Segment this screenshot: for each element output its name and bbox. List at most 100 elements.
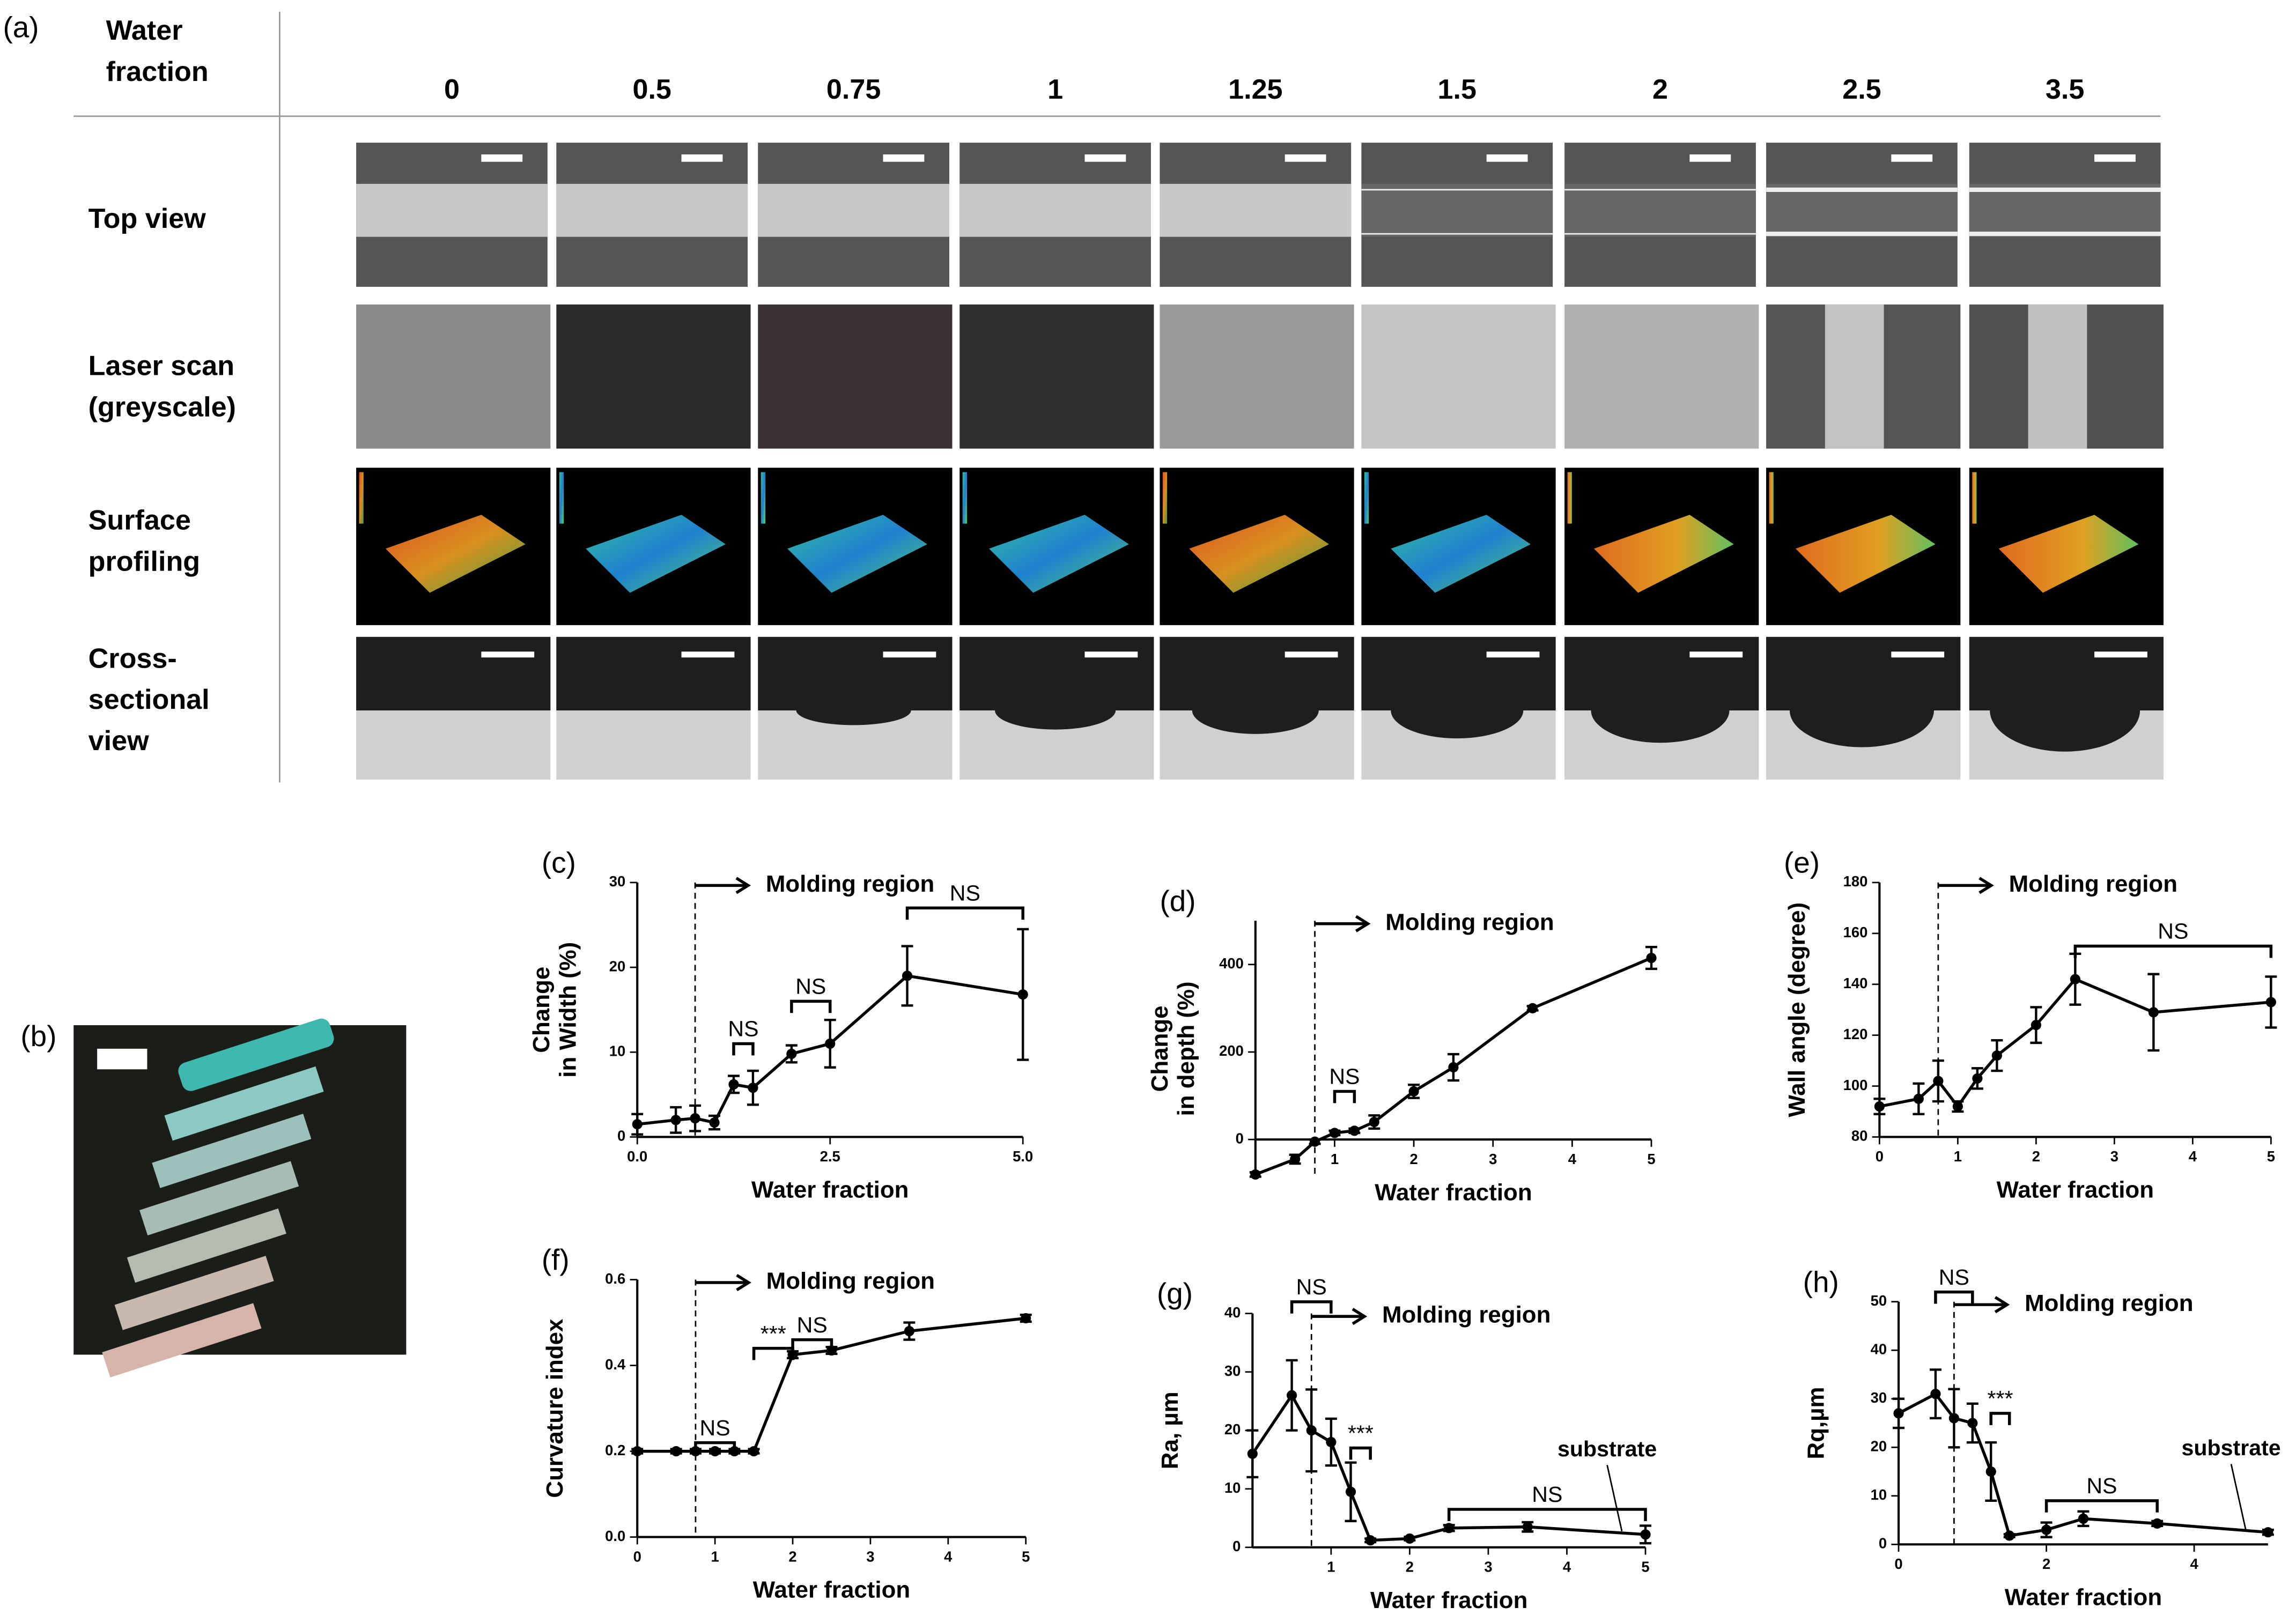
y-tick-label: 0.6: [605, 1270, 625, 1287]
data-point: [2263, 1527, 2273, 1538]
data-point: [1444, 1523, 1455, 1533]
data-point: [2148, 1007, 2159, 1018]
header: fraction: [106, 56, 209, 87]
data-point: [1933, 1076, 1944, 1086]
region-arrow: [695, 877, 751, 894]
x-tick-label: 5: [1022, 1548, 1030, 1565]
scale-bar: [681, 651, 735, 658]
data-point: [632, 1119, 643, 1130]
photo: [73, 1018, 407, 1377]
data-line: [1251, 1392, 1646, 1542]
surface-plot: [586, 515, 726, 593]
significance-label: NS: [700, 1416, 730, 1440]
scale-bar: [1689, 651, 1743, 658]
panel-label: (b): [20, 1019, 56, 1053]
x-tick-label: 0: [1894, 1555, 1902, 1572]
surface-plot: [385, 515, 526, 593]
image-band: [356, 183, 548, 237]
x-tick-label: 3: [866, 1548, 874, 1565]
significance-label: NS: [728, 1017, 758, 1041]
region-label: Molding region: [1382, 1302, 1551, 1328]
y-tick-label: 400: [1219, 955, 1244, 972]
y-tick-label: 0.2: [605, 1442, 625, 1458]
data-point: [825, 1038, 836, 1049]
data-point: [902, 971, 913, 981]
significance-bracket: [1349, 1446, 1372, 1460]
y-tick-label: 140: [1843, 975, 1868, 991]
groove: [995, 691, 1116, 730]
groove: [1990, 669, 2140, 752]
image: [959, 304, 1154, 449]
micrograph-column: [556, 143, 751, 780]
panel-label: (c): [542, 846, 576, 879]
column-header: 2.5: [1842, 74, 1881, 105]
significance-label: NS: [1532, 1482, 1562, 1507]
surface-plot: [1189, 515, 1330, 593]
x-tick-label: 5: [2267, 1148, 2275, 1165]
groove: [1391, 682, 1524, 739]
data-point: [786, 1048, 797, 1060]
y-axis-label: Wall angle (degree): [1784, 902, 1810, 1117]
chart: 0 10 20 30 40 1 2 3 4 5 Water fraction Ra, µm (g) Mol…: [1157, 1275, 1657, 1613]
micrograph-column: [356, 143, 551, 780]
x-tick-label: 3: [2110, 1148, 2118, 1165]
image-band: [1825, 304, 1884, 449]
data-point: [1290, 1154, 1301, 1165]
data-point: [826, 1345, 837, 1356]
scale-bar: [1891, 651, 1945, 658]
data-point: [1017, 989, 1028, 1000]
y-tick-label: 40: [1224, 1304, 1241, 1321]
x-tick-label: 3: [1484, 1558, 1492, 1575]
image: [356, 304, 551, 449]
y-axis-label: Change: [528, 967, 555, 1053]
x-tick-label: 4: [944, 1548, 953, 1565]
data-point: [1948, 1413, 1959, 1424]
significance-label: NS: [1939, 1265, 1969, 1290]
image-band: [2028, 304, 2087, 449]
data-point: [2152, 1518, 2162, 1529]
panel-label: (d): [1160, 884, 1195, 917]
data-line: [637, 1316, 1027, 1453]
region-arrow: [1938, 877, 1994, 894]
row-label: view: [88, 725, 149, 757]
y-tick-label: 0: [617, 1128, 625, 1144]
data-point: [729, 1446, 740, 1457]
significance-bracket: [1333, 1090, 1356, 1103]
image-band: [1564, 183, 1756, 237]
chart: 0 10 20 30 0.0 2.5 5.0 Water fraction Change in W…: [528, 846, 1033, 1203]
scale-bar: [1891, 154, 1933, 162]
significance-label: ***: [1348, 1421, 1374, 1446]
data-point: [1967, 1418, 1978, 1428]
surface-plot: [1594, 515, 1734, 593]
significance-label: NS: [797, 1313, 828, 1337]
y-tick-label: 0: [1236, 1130, 1244, 1146]
data-point: [670, 1115, 681, 1125]
panel-label: (a): [3, 10, 39, 43]
panel-label: (f): [542, 1243, 570, 1276]
significance-label: NS: [2158, 919, 2188, 944]
data-line: [1898, 1392, 2269, 1538]
row-label: Cross-: [88, 643, 177, 674]
x-tick-label: 2: [788, 1548, 796, 1565]
scale-bar: [2094, 651, 2147, 658]
chart: 0 200 400 1 2 3 4 5 Water fraction Change in depth…: [1147, 884, 1658, 1205]
data-point: [1991, 1050, 2002, 1061]
region-label: Molding region: [2009, 871, 2177, 897]
scale-bar: [1284, 651, 1338, 658]
x-axis-label: Water fraction: [2005, 1584, 2162, 1610]
x-tick-label: 4: [1563, 1558, 1571, 1575]
data-point: [671, 1446, 682, 1457]
data-point: [1913, 1093, 1924, 1104]
row-label: (greyscale): [88, 391, 236, 423]
surface-plot: [1998, 515, 2139, 593]
y-tick-label: 0.0: [605, 1528, 625, 1544]
significance-bracket: [1290, 1300, 1333, 1314]
data-point: [2004, 1530, 2015, 1541]
significance-label: ***: [1987, 1386, 2013, 1411]
chart: 80 100 120 140 160 180 0 1 2 3 4 5 Water fraction Wal…: [1784, 846, 2277, 1203]
micrograph-column: [1766, 143, 1961, 780]
colorbar: [559, 472, 564, 524]
panel-label: (e): [1784, 846, 1820, 879]
data-point: [2265, 997, 2276, 1007]
x-tick-label: 4: [2190, 1555, 2198, 1572]
